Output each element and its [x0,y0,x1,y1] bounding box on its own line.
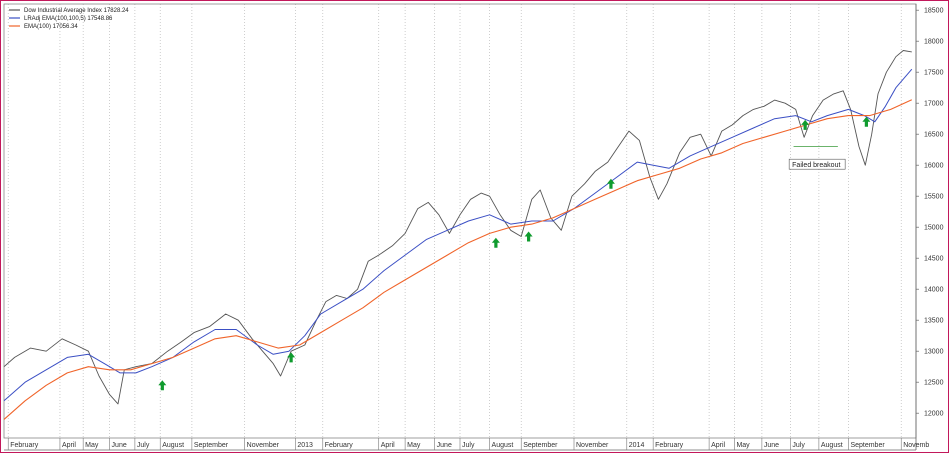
up-arrow-marker [801,119,810,130]
y-tick-label: 17000 [924,101,944,108]
y-tick-label: 15500 [924,194,944,201]
x-tick-label: April [381,442,395,449]
y-tick-label: 12500 [924,380,944,387]
x-tick-label: June [764,442,779,449]
y-tick-label: 15000 [924,225,944,232]
y-tick-label: 14500 [924,256,944,263]
up-arrow-marker [158,380,167,391]
series-line [3,50,912,405]
x-tick-label: February [10,442,39,449]
x-tick-label: September [850,442,885,449]
x-tick-label: May [85,442,99,449]
x-tick-label: April [711,442,725,449]
x-tick-label: 2013 [297,442,313,449]
x-tick-label: May [407,442,421,449]
up-arrow-marker [491,237,500,248]
y-tick-label: 18500 [924,8,944,15]
x-tick-label: August [821,442,843,449]
series-line [3,68,913,402]
x-tick-label: Novemb [903,442,929,449]
y-tick-label: 16000 [924,163,944,170]
y-tick-label: 14000 [924,287,944,294]
legend-label: Dow Industrial Average Index 17828.24 [24,8,129,14]
legend-label: LRAdj EMA(100,100,5) 17548.86 [24,16,113,22]
y-tick-label: 13500 [924,318,944,325]
x-tick-label: April [62,442,76,449]
y-tick-label: 18000 [924,39,944,46]
up-arrow-marker [524,231,533,242]
x-tick-label: June [437,442,452,449]
x-tick-label: November [247,442,280,449]
legend-label: EMA(100) 17056.34 [24,24,78,30]
x-tick-label: May [736,442,750,449]
x-tick-label: July [462,442,475,449]
x-tick-label: July [137,442,150,449]
x-tick-label: August [162,442,184,449]
x-tick-label: 2014 [629,442,645,449]
y-tick-label: 13000 [924,349,944,356]
x-tick-label: November [576,442,609,449]
x-tick-label: July [792,442,805,449]
y-tick-label: 17500 [924,70,944,77]
up-arrow-marker [606,178,615,189]
up-arrow-marker [862,116,871,127]
x-tick-label: February [325,442,354,449]
up-arrow-marker [287,352,296,363]
x-tick-label: September [523,442,558,449]
x-tick-label: June [112,442,127,449]
x-tick-label: February [655,442,684,449]
x-tick-label: September [194,442,229,449]
y-tick-label: 16500 [924,132,944,139]
annotation-box [788,158,846,170]
series-line [3,99,913,420]
annotation-text: Failed breakout [792,162,840,169]
y-tick-label: 12000 [924,411,944,418]
x-tick-label: August [492,442,514,449]
